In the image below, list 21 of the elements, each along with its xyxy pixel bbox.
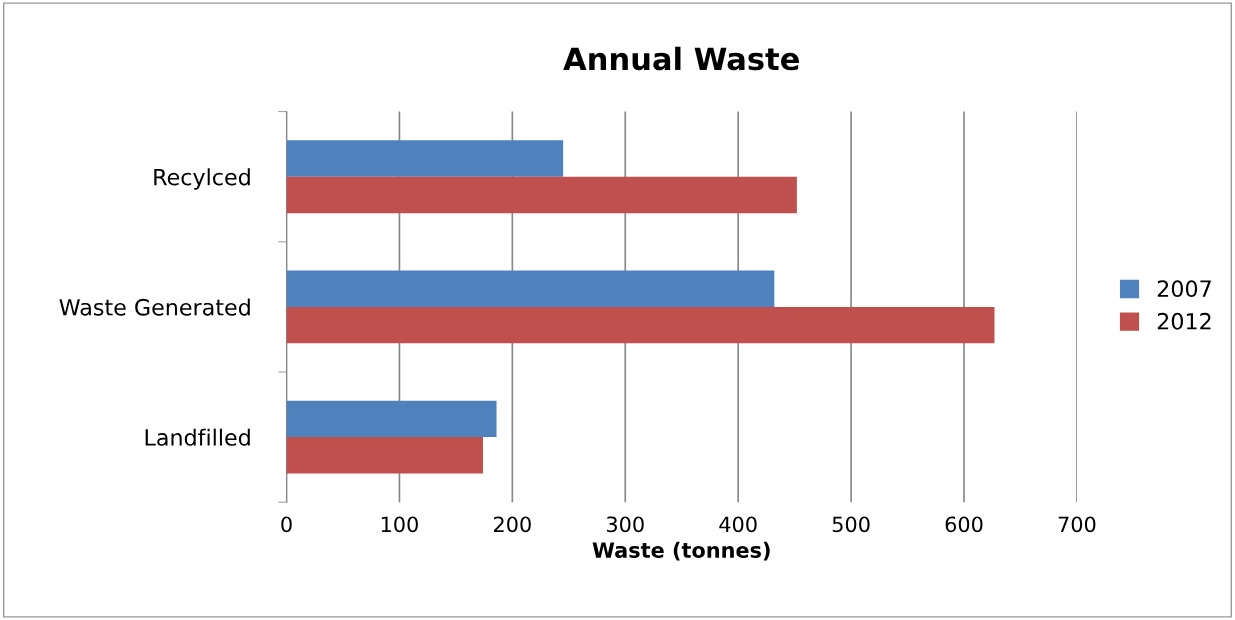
bar <box>286 437 483 474</box>
x-tick-label: 500 <box>832 516 870 533</box>
chart-title: Annual Waste <box>563 46 799 71</box>
x-tick-label: 700 <box>1058 516 1096 533</box>
x-tick-label: 200 <box>493 516 531 533</box>
legend-label: 2007 <box>1157 280 1211 298</box>
bar <box>286 306 995 344</box>
x-tick-label: 400 <box>719 516 757 533</box>
y-tick-label: Recylced <box>154 168 250 190</box>
bar <box>286 270 775 307</box>
legend-label: 2012 <box>1157 312 1211 330</box>
x-tick-label: 600 <box>945 516 983 533</box>
x-tick-label: 100 <box>381 516 418 533</box>
x-tick-label: 0 <box>281 516 292 533</box>
bar <box>286 176 797 214</box>
bar <box>286 400 497 438</box>
y-tick-label: Waste Generated <box>59 298 250 316</box>
x-tick-label: 300 <box>606 516 644 533</box>
bar <box>286 140 564 177</box>
x-axis-title: Waste (tonnes) <box>592 541 770 561</box>
y-tick-label: Landfilled <box>145 428 250 446</box>
